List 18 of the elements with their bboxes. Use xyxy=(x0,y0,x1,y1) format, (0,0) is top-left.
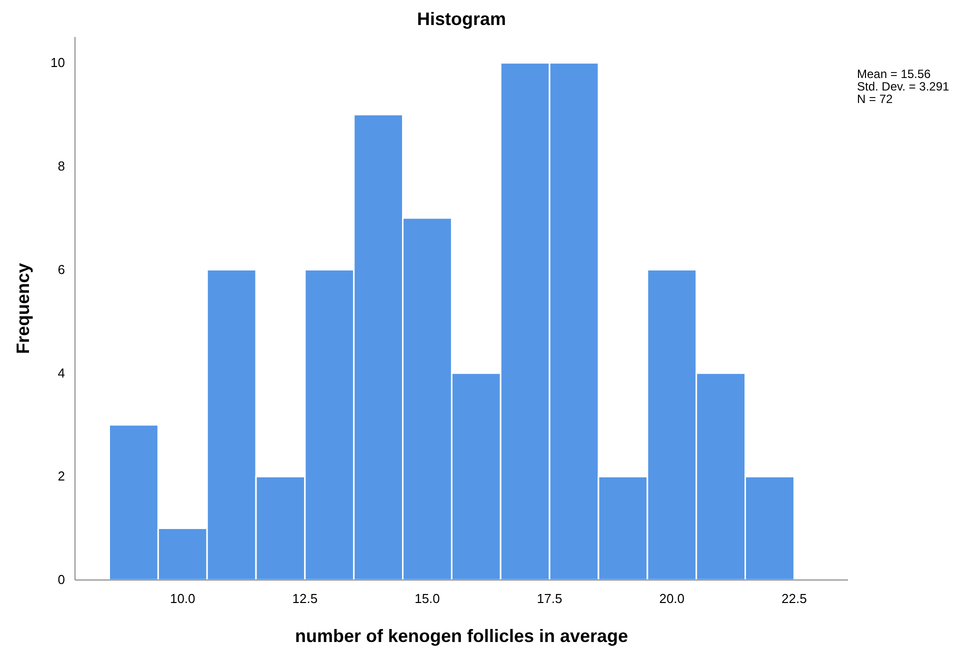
y-axis-title: Frequency xyxy=(13,262,33,354)
y-tick-label: 4 xyxy=(58,365,65,380)
y-tick-label: 6 xyxy=(58,262,65,277)
y-tick-label: 0 xyxy=(58,572,65,588)
text: Std. Dev. = 3.291 xyxy=(857,80,950,94)
y-tick-label: 2 xyxy=(58,468,65,484)
chart-title: Histogram xyxy=(416,9,506,29)
y-tick-label: 10 xyxy=(50,55,65,70)
x-tick-label: 17.5 xyxy=(536,591,562,606)
x-tick-label: 20.0 xyxy=(659,591,685,606)
x-tick-label: 22.5 xyxy=(782,591,807,606)
x-tick-label: 10.0 xyxy=(170,591,196,606)
x-tick-label: 12.5 xyxy=(292,591,318,606)
x-tick-label: 15.0 xyxy=(414,591,440,606)
y-tick-label: 8 xyxy=(58,158,65,174)
x-axis-title: number of kenogen follicles in average xyxy=(294,626,628,646)
text: N = 72 xyxy=(857,92,894,106)
text: Mean = 15.56 xyxy=(857,67,932,81)
